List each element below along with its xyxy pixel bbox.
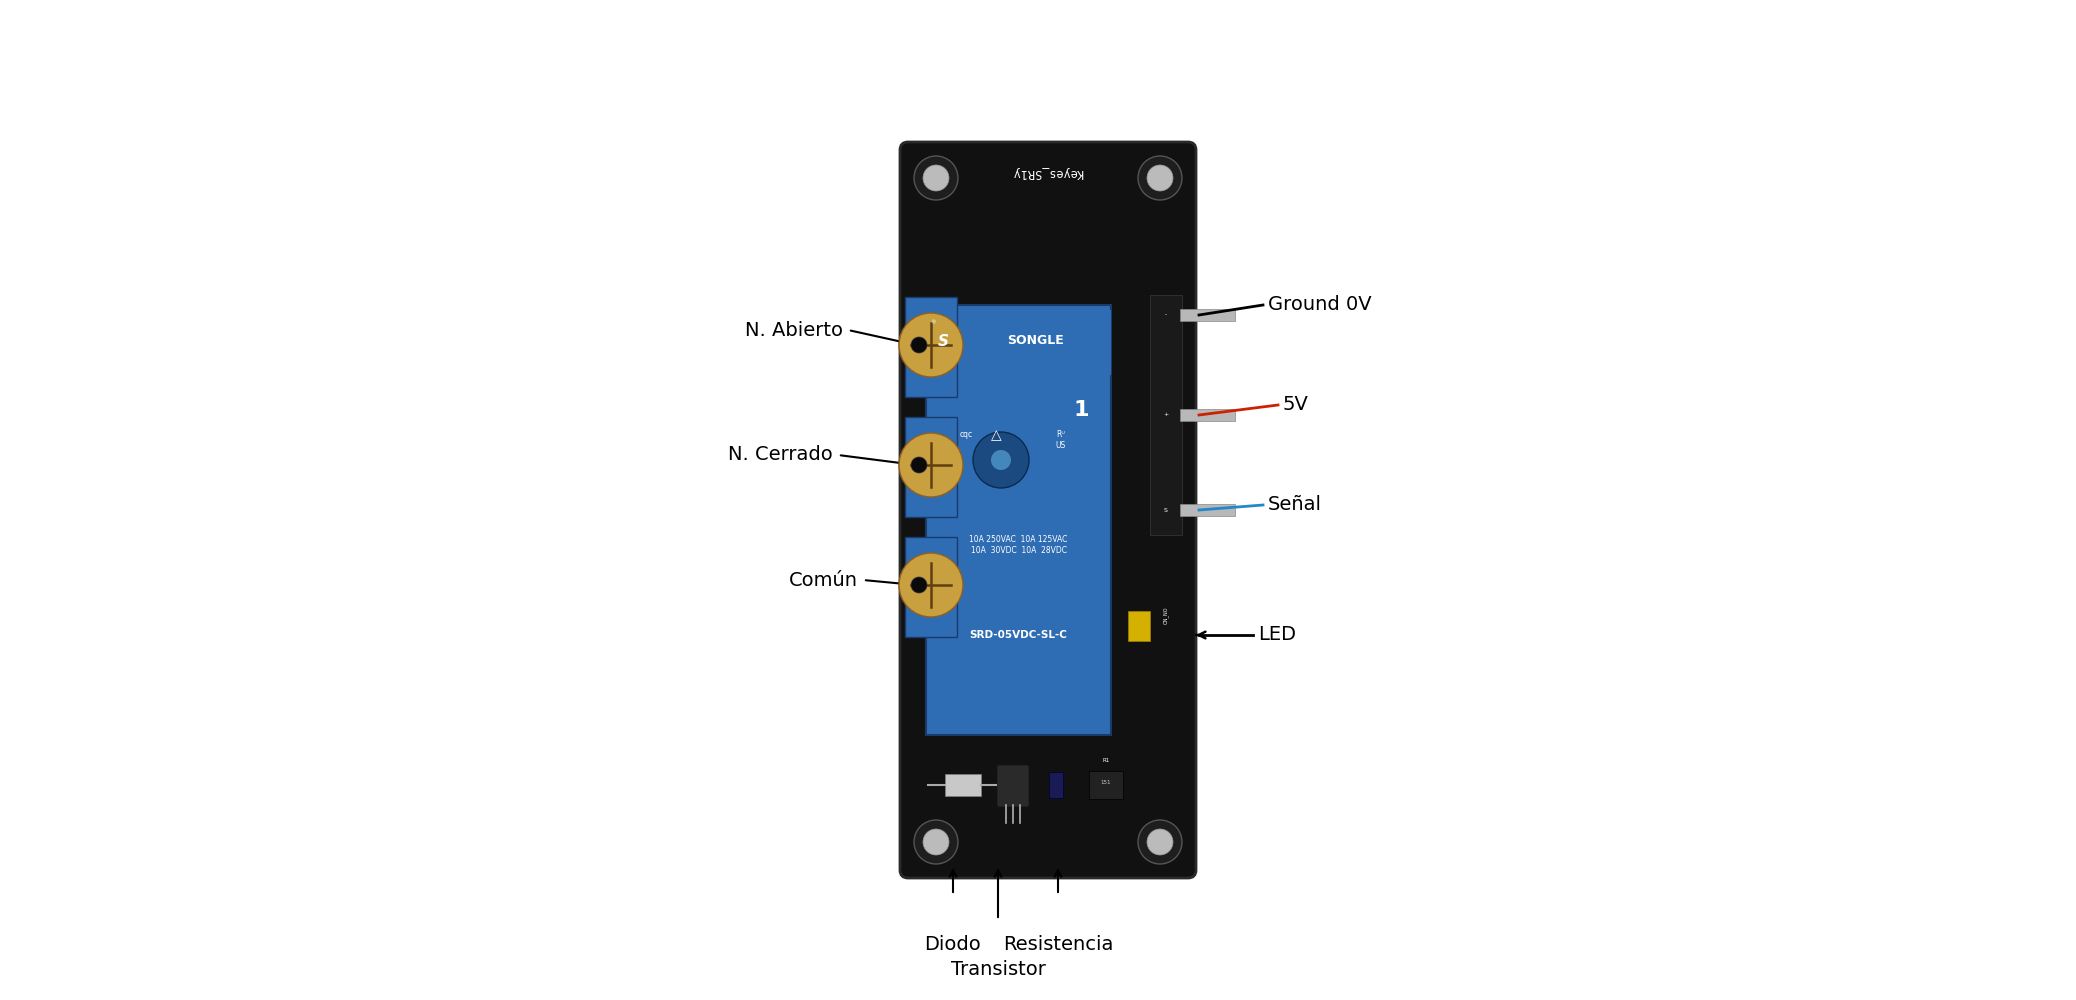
- Circle shape: [899, 313, 963, 377]
- Circle shape: [1148, 165, 1173, 191]
- Circle shape: [913, 156, 957, 200]
- Bar: [1090, 771, 1123, 799]
- Text: +: +: [1163, 412, 1169, 418]
- Text: S: S: [1165, 508, 1169, 512]
- Circle shape: [899, 553, 963, 617]
- Bar: [1150, 295, 1181, 535]
- Text: SRD-05VDC-SL-C: SRD-05VDC-SL-C: [969, 630, 1067, 640]
- Text: ®: ®: [930, 320, 936, 326]
- Circle shape: [924, 829, 949, 855]
- Bar: [928, 315, 957, 370]
- Bar: [926, 310, 1111, 375]
- Circle shape: [990, 450, 1011, 470]
- Text: ON_NO: ON_NO: [1163, 606, 1169, 624]
- Text: SONGLE: SONGLE: [1007, 334, 1065, 347]
- Text: R1: R1: [1102, 758, 1111, 763]
- Text: cqc: cqc: [959, 430, 972, 439]
- FancyBboxPatch shape: [996, 765, 1030, 807]
- Bar: [1179, 504, 1235, 516]
- Text: LED: LED: [1258, 626, 1295, 645]
- Text: Transistor: Transistor: [951, 960, 1046, 979]
- Circle shape: [911, 337, 928, 353]
- Text: -: -: [1165, 312, 1167, 318]
- Text: N. Cerrado: N. Cerrado: [729, 446, 832, 464]
- Circle shape: [911, 577, 928, 593]
- Text: Keyes_SR1y: Keyes_SR1y: [1013, 165, 1084, 178]
- Circle shape: [924, 165, 949, 191]
- Bar: [905, 297, 957, 397]
- Circle shape: [1138, 156, 1181, 200]
- Circle shape: [1148, 829, 1173, 855]
- Text: Común: Común: [789, 570, 857, 589]
- Bar: [1127, 611, 1150, 641]
- Circle shape: [1138, 820, 1181, 864]
- Text: Señal: Señal: [1268, 495, 1322, 514]
- Circle shape: [899, 433, 963, 497]
- Circle shape: [974, 432, 1030, 488]
- Text: 1: 1: [1073, 400, 1088, 420]
- Bar: [1048, 772, 1063, 798]
- Text: △: △: [990, 428, 1001, 442]
- Text: Ground 0V: Ground 0V: [1268, 296, 1372, 314]
- Text: Resistencia: Resistencia: [1003, 935, 1113, 954]
- Bar: [1179, 409, 1235, 421]
- Text: Diodo: Diodo: [924, 935, 982, 954]
- Bar: [905, 417, 957, 517]
- Bar: [945, 774, 982, 796]
- Bar: [1179, 309, 1235, 321]
- Text: 151: 151: [1100, 780, 1111, 784]
- Bar: [905, 537, 957, 637]
- Text: N. Abierto: N. Abierto: [745, 320, 843, 340]
- Text: 5V: 5V: [1283, 395, 1308, 414]
- Circle shape: [913, 820, 957, 864]
- Bar: [926, 305, 1111, 735]
- FancyBboxPatch shape: [901, 142, 1196, 878]
- Text: 10A 250VAC  10A 125VAC
10A  30VDC  10A  28VDC: 10A 250VAC 10A 125VAC 10A 30VDC 10A 28VD…: [969, 535, 1067, 555]
- Circle shape: [911, 457, 928, 473]
- Text: S: S: [938, 334, 949, 350]
- Text: Rᵁ
US: Rᵁ US: [1057, 430, 1067, 450]
